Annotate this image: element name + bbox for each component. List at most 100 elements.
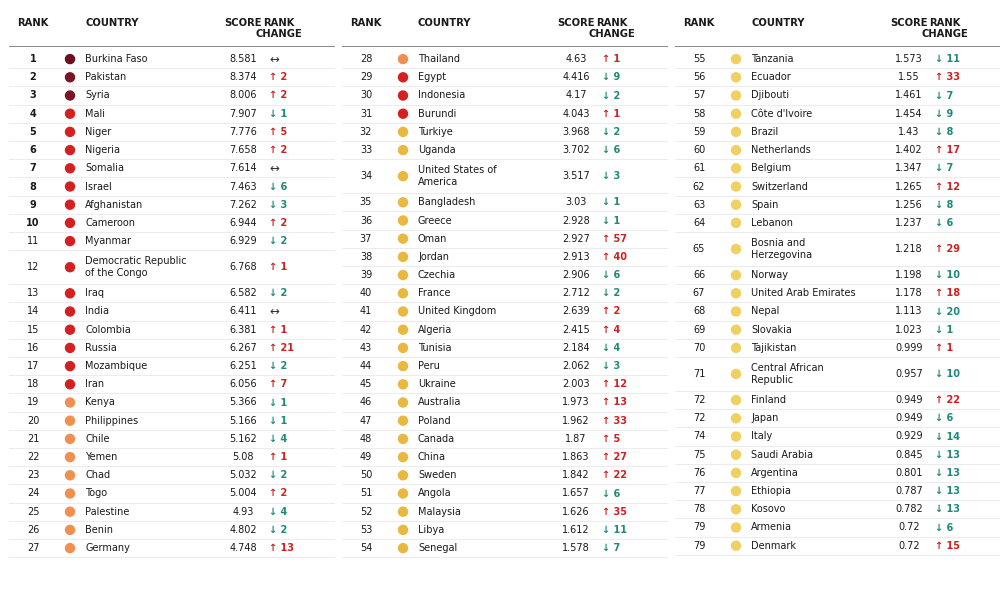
Circle shape [732,218,740,227]
Text: ↓ 2: ↓ 2 [269,288,287,298]
Text: Libya: Libya [418,525,444,535]
Text: ↔: ↔ [269,305,279,318]
Text: 3.968: 3.968 [562,127,590,137]
Text: ↑ 15: ↑ 15 [935,541,960,551]
Text: Switzerland: Switzerland [751,182,808,191]
Text: 6.929: 6.929 [229,236,257,246]
Circle shape [398,198,408,207]
Circle shape [66,54,74,63]
Text: 31: 31 [360,109,372,118]
Text: 8.006: 8.006 [229,90,257,100]
Circle shape [732,541,740,550]
Text: Germany: Germany [85,543,130,553]
Text: 30: 30 [360,90,372,100]
Circle shape [66,127,74,136]
Circle shape [732,432,740,441]
Text: ↓ 8: ↓ 8 [935,127,953,137]
Text: Djibouti: Djibouti [751,90,789,100]
Text: ↓ 9: ↓ 9 [935,109,953,118]
Text: 1.612: 1.612 [562,525,590,535]
Text: China: China [418,452,446,462]
Text: Lebanon: Lebanon [751,218,793,228]
Text: Angola: Angola [418,489,452,499]
Text: 1.461: 1.461 [895,90,923,100]
Circle shape [66,380,74,389]
Text: Uganda: Uganda [418,145,456,155]
Text: Armenia: Armenia [751,523,792,532]
Circle shape [66,145,74,155]
Text: 1.402: 1.402 [895,145,923,155]
Text: Australia: Australia [418,398,461,407]
Circle shape [66,526,74,535]
Text: ↓ 2: ↓ 2 [269,470,287,480]
Text: 61: 61 [693,163,705,173]
Text: ↓ 10: ↓ 10 [935,369,960,379]
Circle shape [398,234,408,243]
Circle shape [66,471,74,480]
Text: ↓ 11: ↓ 11 [602,525,627,535]
Text: COUNTRY: COUNTRY [418,18,472,28]
Text: 34: 34 [360,171,372,181]
Text: 46: 46 [360,398,372,407]
Text: Tanzania: Tanzania [751,54,794,64]
Circle shape [732,245,740,254]
Text: United States of
America: United States of America [418,165,497,187]
Text: ↓ 1: ↓ 1 [602,197,620,208]
Circle shape [732,164,740,173]
Text: 6.582: 6.582 [229,288,257,298]
Text: 6.381: 6.381 [229,325,257,335]
Text: 32: 32 [360,127,372,137]
Text: 0.782: 0.782 [895,504,923,514]
Text: 75: 75 [693,450,705,460]
Text: Senegal: Senegal [418,543,457,553]
Text: 7.658: 7.658 [229,145,257,155]
Text: ↓ 1: ↓ 1 [269,398,287,407]
Text: 4.802: 4.802 [229,525,257,535]
Text: 41: 41 [360,307,372,316]
Circle shape [398,91,408,100]
Text: 39: 39 [360,270,372,280]
Text: ↓ 6: ↓ 6 [602,270,620,280]
Text: 2.003: 2.003 [562,379,590,389]
Circle shape [732,505,740,514]
Text: Spain: Spain [751,200,778,210]
Text: 4: 4 [30,109,36,118]
Circle shape [66,507,74,516]
Text: Burundi: Burundi [418,109,456,118]
Text: 62: 62 [693,182,705,191]
Text: Japan: Japan [751,413,778,423]
Text: ↓ 13: ↓ 13 [935,504,960,514]
Text: 2.928: 2.928 [562,215,590,225]
Text: ↑ 33: ↑ 33 [602,416,627,426]
Circle shape [398,398,408,407]
Text: 0.845: 0.845 [895,450,923,460]
Text: Denmark: Denmark [751,541,796,551]
Text: ↔: ↔ [269,162,279,175]
Text: ↑ 27: ↑ 27 [602,452,627,462]
Text: ↑ 33: ↑ 33 [935,72,960,83]
Text: Tajikistan: Tajikistan [751,343,796,353]
Text: 64: 64 [693,218,705,228]
Text: Finland: Finland [751,395,786,405]
Circle shape [732,127,740,136]
Text: Ukraine: Ukraine [418,379,456,389]
Text: ↑ 22: ↑ 22 [602,470,627,480]
Text: ↓ 6: ↓ 6 [935,413,953,423]
Text: Kosovo: Kosovo [751,504,785,514]
Text: 11: 11 [27,236,39,246]
Text: 4.63: 4.63 [565,54,587,64]
Text: ↓ 6: ↓ 6 [935,523,953,532]
Text: 7.776: 7.776 [229,127,257,137]
Text: 6: 6 [30,145,36,155]
Text: ↓ 6: ↓ 6 [602,489,620,499]
Circle shape [398,544,408,553]
Circle shape [66,109,74,118]
Text: 5: 5 [30,127,36,137]
Text: 2.913: 2.913 [562,252,590,262]
Text: 1.87: 1.87 [565,434,587,444]
Text: ↓ 6: ↓ 6 [269,182,287,191]
Text: 8.581: 8.581 [229,54,257,64]
Circle shape [732,200,740,209]
Text: India: India [85,307,109,316]
Text: Cameroon: Cameroon [85,218,135,228]
